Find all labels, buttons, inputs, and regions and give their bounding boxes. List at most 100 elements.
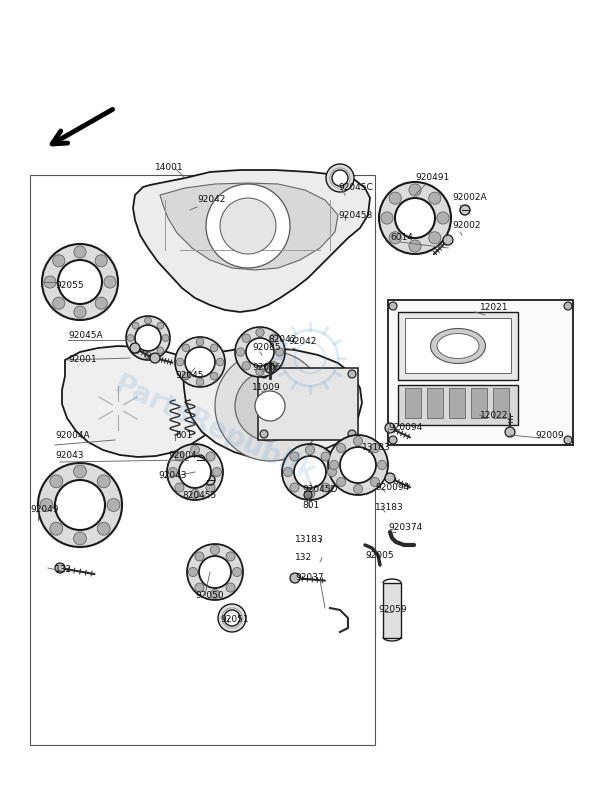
Text: 92037: 92037	[295, 574, 323, 582]
Text: 92045A: 92045A	[68, 330, 103, 339]
Circle shape	[190, 445, 200, 455]
Bar	[471, 388, 487, 418]
Circle shape	[179, 456, 211, 488]
Circle shape	[157, 347, 164, 354]
Circle shape	[353, 436, 362, 446]
Circle shape	[195, 583, 204, 592]
Circle shape	[182, 344, 190, 352]
Circle shape	[74, 465, 86, 478]
Circle shape	[74, 246, 86, 258]
Circle shape	[269, 334, 278, 342]
Circle shape	[290, 573, 300, 583]
Text: 6014: 6014	[390, 233, 413, 243]
Circle shape	[215, 351, 325, 461]
Circle shape	[220, 198, 276, 254]
Circle shape	[211, 372, 218, 380]
Circle shape	[429, 192, 441, 204]
Text: 92043: 92043	[158, 470, 187, 480]
Polygon shape	[183, 348, 362, 460]
Circle shape	[206, 452, 215, 461]
Text: 92042: 92042	[288, 338, 316, 346]
Circle shape	[381, 212, 393, 224]
Text: 92085: 92085	[252, 344, 281, 352]
Circle shape	[175, 337, 225, 387]
Circle shape	[187, 544, 243, 600]
Circle shape	[389, 302, 397, 310]
Circle shape	[283, 467, 293, 476]
Circle shape	[53, 254, 65, 267]
Text: 920094: 920094	[375, 484, 409, 492]
Circle shape	[235, 327, 285, 377]
Circle shape	[145, 317, 151, 324]
Text: 92050: 92050	[195, 590, 224, 600]
Circle shape	[130, 343, 140, 353]
Circle shape	[196, 378, 204, 385]
Bar	[388, 300, 573, 445]
Polygon shape	[133, 170, 370, 312]
Circle shape	[290, 483, 299, 492]
Ellipse shape	[431, 328, 485, 363]
Text: 920374: 920374	[388, 524, 422, 532]
Text: 13183: 13183	[375, 503, 404, 513]
Circle shape	[337, 444, 346, 453]
Text: 92002: 92002	[452, 221, 481, 229]
Circle shape	[385, 473, 395, 483]
Circle shape	[377, 461, 386, 469]
Circle shape	[55, 563, 65, 573]
Text: PartsRepublik: PartsRepublik	[110, 371, 320, 489]
Text: 92045: 92045	[175, 371, 203, 379]
Circle shape	[260, 370, 268, 378]
Bar	[398, 385, 518, 425]
Circle shape	[242, 362, 250, 370]
Circle shape	[135, 325, 161, 351]
Circle shape	[437, 212, 449, 224]
Circle shape	[321, 452, 330, 461]
Circle shape	[226, 552, 235, 561]
Circle shape	[275, 348, 284, 356]
Circle shape	[305, 489, 314, 498]
Circle shape	[294, 456, 326, 488]
Circle shape	[395, 198, 435, 238]
Text: 920458: 920458	[338, 210, 372, 220]
Circle shape	[216, 358, 224, 366]
Circle shape	[50, 475, 63, 487]
Text: 92043: 92043	[55, 451, 83, 459]
Text: 92004A: 92004A	[55, 430, 89, 440]
Circle shape	[348, 430, 356, 438]
Circle shape	[326, 164, 354, 192]
Circle shape	[58, 260, 102, 304]
Circle shape	[74, 306, 86, 318]
Circle shape	[282, 444, 338, 500]
Circle shape	[167, 444, 223, 500]
Circle shape	[127, 334, 134, 341]
Bar	[427, 388, 443, 418]
Circle shape	[132, 347, 139, 354]
Circle shape	[379, 182, 451, 254]
Circle shape	[305, 445, 314, 455]
Text: 92005: 92005	[365, 550, 394, 560]
Circle shape	[269, 362, 278, 370]
Circle shape	[348, 370, 356, 378]
Bar	[398, 312, 518, 380]
Circle shape	[443, 235, 453, 245]
Circle shape	[97, 475, 110, 487]
Text: 11009: 11009	[252, 384, 281, 392]
Bar	[258, 368, 358, 440]
Circle shape	[205, 475, 215, 485]
Circle shape	[370, 444, 380, 453]
Circle shape	[211, 344, 218, 352]
Circle shape	[340, 447, 376, 483]
Circle shape	[211, 590, 220, 598]
Text: 14001: 14001	[155, 163, 184, 173]
Circle shape	[304, 491, 312, 499]
Text: 801: 801	[302, 501, 319, 509]
Circle shape	[226, 583, 235, 592]
Circle shape	[169, 467, 178, 476]
Circle shape	[132, 322, 139, 329]
Text: 92042: 92042	[197, 195, 226, 205]
Text: 92051: 92051	[220, 615, 248, 625]
Circle shape	[157, 322, 164, 329]
Circle shape	[337, 477, 346, 487]
Circle shape	[242, 334, 250, 342]
Text: 601: 601	[175, 430, 192, 440]
